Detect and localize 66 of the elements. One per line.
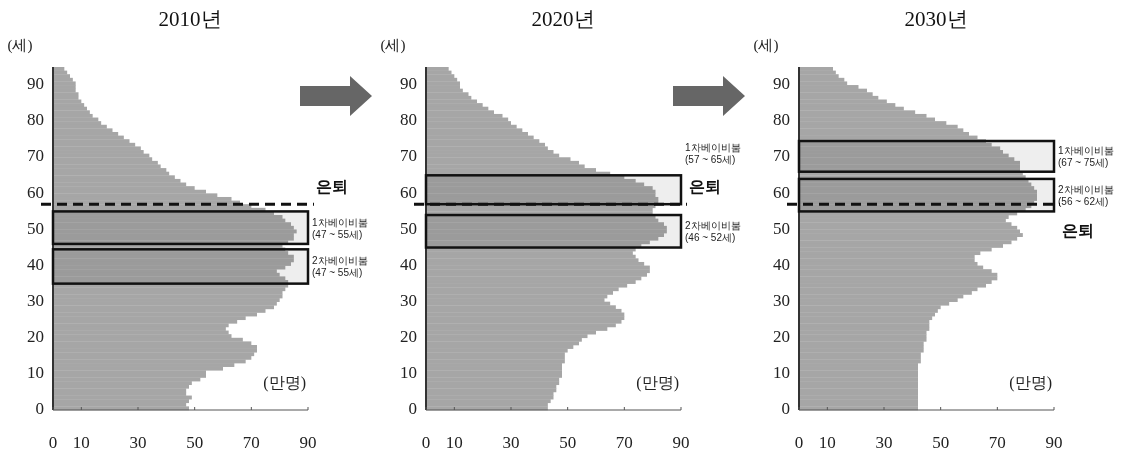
y-tick-label: 60 <box>400 182 417 202</box>
band-label: 1차베이비붐 (57 ~ 65세) <box>685 142 741 166</box>
x-tick-label: 10 <box>445 433 463 452</box>
x-tick-label: 90 <box>672 433 690 452</box>
y-tick-label: 30 <box>773 290 790 310</box>
y-tick-label: 10 <box>773 363 790 383</box>
band-label: 1차베이비붐 (67 ~ 75세) <box>1058 145 1114 169</box>
chart-title: 2010년 <box>158 7 222 31</box>
x-tick-label: 10 <box>818 433 836 452</box>
y-axis-title: (세) <box>7 37 33 54</box>
y-tick-label: 90 <box>773 74 790 94</box>
x-tick-label: 70 <box>242 433 260 452</box>
x-tick-label: 30 <box>129 433 147 452</box>
y-tick-label: 70 <box>400 146 417 166</box>
x-tick-label: 0 <box>48 433 58 452</box>
x-axis-title: (만명) <box>263 374 306 392</box>
y-tick-label: 50 <box>27 218 44 238</box>
y-tick-label: 80 <box>27 110 44 130</box>
x-tick-label: 90 <box>1045 433 1063 452</box>
y-tick-label: 60 <box>27 182 44 202</box>
band-label: 2차베이비붐 (46 ~ 52세) <box>685 220 741 244</box>
y-tick-label: 70 <box>773 146 790 166</box>
y-tick-label: 0 <box>408 399 417 419</box>
y-axis-title: (세) <box>380 37 406 54</box>
y-tick-label: 30 <box>27 290 44 310</box>
x-tick-label: 10 <box>72 433 90 452</box>
ref-line-label: 은퇴 <box>689 178 721 196</box>
y-tick-label: 30 <box>400 290 417 310</box>
x-tick-label: 30 <box>875 433 893 452</box>
y-tick-label: 40 <box>27 254 44 274</box>
y-tick-label: 80 <box>400 110 417 130</box>
band-label: 1차베이비붐 (47 ~ 55세) <box>312 216 368 240</box>
y-tick-label: 40 <box>400 254 417 274</box>
y-tick-label: 50 <box>400 218 417 238</box>
y-tick-label: 20 <box>773 326 790 346</box>
y-axis-title: (세) <box>753 37 779 54</box>
x-tick-label: 50 <box>559 433 577 452</box>
chart-title: 2020년 <box>531 7 595 31</box>
y-tick-label: 10 <box>27 363 44 383</box>
x-tick-label: 50 <box>186 433 204 452</box>
ref-line-label: 은퇴 <box>316 178 348 196</box>
y-tick-label: 60 <box>773 182 790 202</box>
x-tick-label: 0 <box>794 433 804 452</box>
x-tick-label: 90 <box>299 433 317 452</box>
x-axis-title: (만명) <box>1009 374 1052 392</box>
x-tick-label: 0 <box>421 433 431 452</box>
chart-title: 2030년 <box>904 7 968 31</box>
y-tick-label: 20 <box>400 326 417 346</box>
x-axis-title: (만명) <box>636 374 679 392</box>
y-tick-label: 70 <box>27 146 44 166</box>
y-tick-label: 0 <box>781 399 790 419</box>
band-label: 2차베이비붐 (56 ~ 62세) <box>1058 184 1114 208</box>
ref-line-label: 은퇴 <box>1062 222 1094 240</box>
y-tick-label: 90 <box>27 74 44 94</box>
band-label: 2차베이비붐 (47 ~ 55세) <box>312 255 368 279</box>
y-tick-label: 0 <box>35 399 44 419</box>
x-tick-label: 70 <box>615 433 633 452</box>
x-tick-label: 30 <box>502 433 520 452</box>
y-tick-label: 20 <box>27 326 44 346</box>
x-tick-label: 70 <box>988 433 1006 452</box>
x-tick-label: 50 <box>932 433 950 452</box>
y-tick-label: 80 <box>773 110 790 130</box>
y-tick-label: 40 <box>773 254 790 274</box>
y-tick-label: 50 <box>773 218 790 238</box>
y-tick-label: 90 <box>400 74 417 94</box>
y-tick-label: 10 <box>400 363 417 383</box>
